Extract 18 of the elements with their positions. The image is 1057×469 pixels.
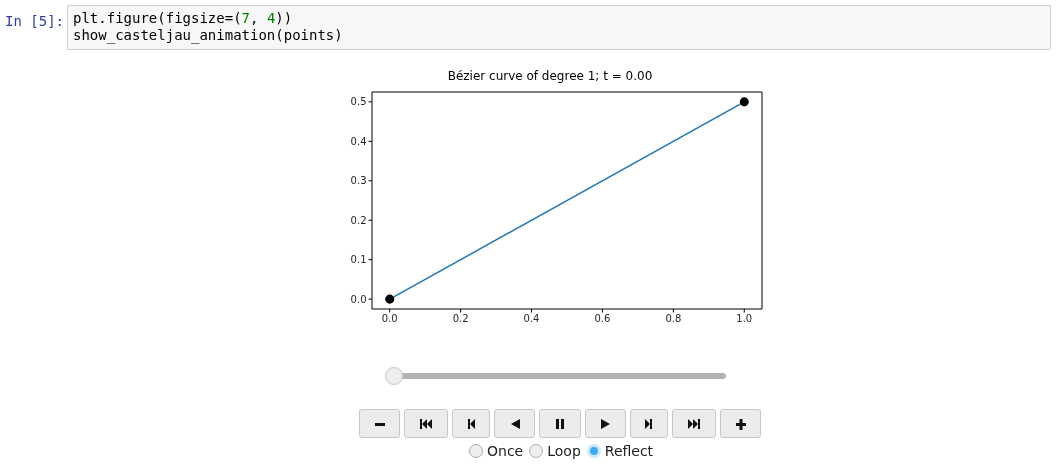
x-tick-label: 0.4 [523,312,540,324]
x-tick-label: 0.6 [594,312,611,324]
y-tick-label: 0.0 [350,293,367,305]
text: Once [487,443,524,459]
chart-title: Bézier curve of degree 1; t = 0.00 [446,69,654,83]
x-tick-label: 0.2 [452,312,469,324]
y-tick-label: 0.3 [350,175,367,187]
text: Reflect [604,443,654,459]
x-tick-label: 0.0 [381,312,398,324]
text: In [5]: [5,13,65,30]
y-tick-label: 0.4 [350,135,367,147]
text: Loop [547,443,581,459]
x-tick-label: 0.8 [665,312,682,324]
y-tick-label: 0.2 [350,214,367,226]
y-tick-label: 0.1 [350,254,367,266]
y-tick-label: 0.5 [350,96,367,108]
text: plt.figure(figsize=(7, 4)) show_casteljau_animation(points) [73,10,343,43]
x-tick-label: 1.0 [736,312,753,324]
